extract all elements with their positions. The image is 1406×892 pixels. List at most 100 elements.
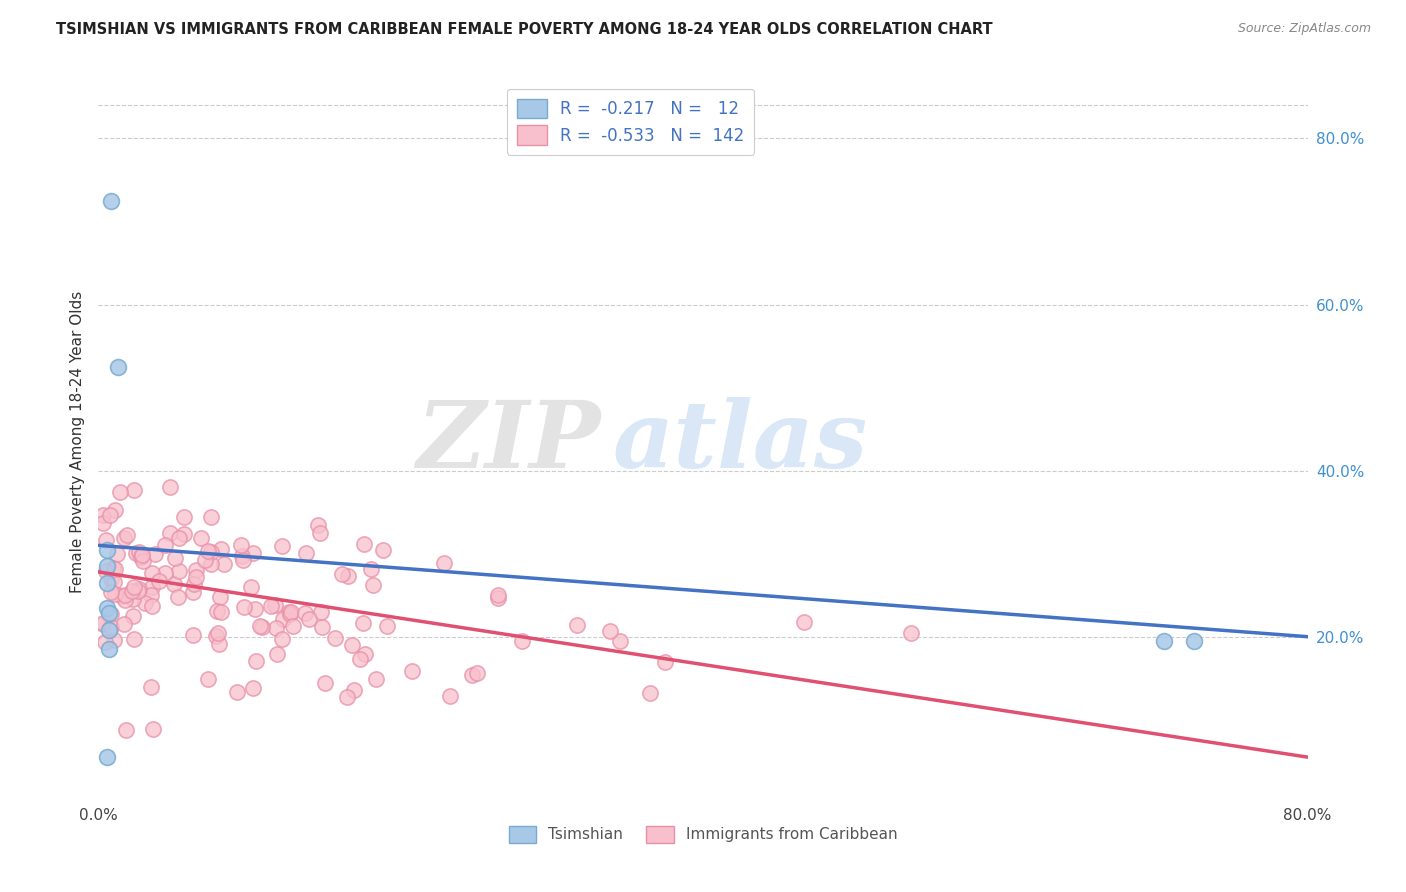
- Point: [132, 554, 155, 568]
- Point: [115, 723, 138, 737]
- Point: [461, 668, 484, 682]
- Point: [127, 584, 149, 599]
- Point: [1153, 633, 1175, 648]
- Point: [271, 611, 294, 625]
- Point: [366, 672, 388, 686]
- Point: [207, 604, 229, 618]
- Point: [260, 599, 283, 613]
- Point: [311, 620, 333, 634]
- Legend: Tsimshian, Immigrants from Caribbean: Tsimshian, Immigrants from Caribbean: [502, 820, 904, 849]
- Point: [278, 607, 301, 622]
- Point: [124, 483, 146, 497]
- Point: [465, 666, 488, 681]
- Point: [242, 545, 264, 559]
- Point: [200, 545, 222, 559]
- Point: [232, 600, 254, 615]
- Point: [486, 589, 509, 603]
- Point: [231, 549, 253, 563]
- Point: [91, 516, 114, 531]
- Point: [336, 569, 359, 583]
- Point: [129, 549, 152, 564]
- Point: [439, 689, 461, 703]
- Point: [240, 580, 263, 594]
- Text: ZIP: ZIP: [416, 397, 600, 486]
- Point: [249, 619, 271, 633]
- Point: [98, 642, 121, 657]
- Point: [194, 553, 217, 567]
- Point: [107, 359, 129, 374]
- Point: [243, 601, 266, 615]
- Point: [314, 676, 336, 690]
- Point: [143, 547, 166, 561]
- Point: [167, 590, 190, 604]
- Point: [567, 617, 589, 632]
- Point: [205, 629, 228, 643]
- Point: [183, 577, 205, 591]
- Point: [117, 528, 139, 542]
- Point: [309, 525, 332, 540]
- Point: [91, 616, 114, 631]
- Point: [190, 531, 212, 545]
- Point: [100, 572, 122, 586]
- Point: [200, 510, 222, 524]
- Point: [208, 637, 231, 651]
- Point: [638, 686, 661, 700]
- Point: [159, 525, 181, 540]
- Point: [207, 625, 229, 640]
- Point: [104, 503, 127, 517]
- Point: [96, 600, 118, 615]
- Point: [153, 538, 176, 552]
- Point: [103, 575, 125, 590]
- Point: [96, 575, 118, 590]
- Point: [169, 532, 191, 546]
- Point: [111, 589, 134, 603]
- Point: [96, 559, 118, 574]
- Point: [100, 194, 122, 208]
- Point: [281, 618, 304, 632]
- Point: [232, 552, 254, 566]
- Point: [242, 681, 264, 695]
- Point: [91, 508, 114, 522]
- Point: [114, 588, 136, 602]
- Point: [181, 585, 204, 599]
- Point: [124, 632, 146, 647]
- Point: [360, 561, 382, 575]
- Point: [373, 543, 395, 558]
- Point: [900, 626, 922, 640]
- Point: [330, 566, 353, 581]
- Point: [375, 618, 398, 632]
- Point: [121, 583, 143, 598]
- Point: [229, 538, 252, 552]
- Point: [352, 615, 374, 630]
- Point: [277, 606, 299, 620]
- Point: [200, 557, 222, 571]
- Point: [1182, 633, 1205, 648]
- Point: [349, 652, 371, 666]
- Text: Source: ZipAtlas.com: Source: ZipAtlas.com: [1237, 22, 1371, 36]
- Point: [323, 632, 346, 646]
- Point: [167, 564, 190, 578]
- Point: [340, 638, 363, 652]
- Point: [141, 580, 163, 594]
- Point: [433, 556, 456, 570]
- Point: [793, 615, 815, 629]
- Text: atlas: atlas: [613, 397, 868, 486]
- Point: [108, 484, 131, 499]
- Point: [94, 533, 117, 547]
- Point: [271, 539, 294, 553]
- Point: [142, 723, 165, 737]
- Point: [486, 591, 509, 605]
- Point: [271, 632, 294, 647]
- Point: [250, 620, 273, 634]
- Point: [245, 654, 267, 668]
- Point: [100, 620, 122, 634]
- Point: [139, 681, 162, 695]
- Point: [100, 584, 122, 599]
- Point: [209, 541, 232, 556]
- Point: [100, 607, 122, 621]
- Point: [264, 621, 287, 635]
- Point: [510, 634, 533, 648]
- Point: [173, 510, 195, 524]
- Point: [134, 596, 156, 610]
- Point: [361, 578, 384, 592]
